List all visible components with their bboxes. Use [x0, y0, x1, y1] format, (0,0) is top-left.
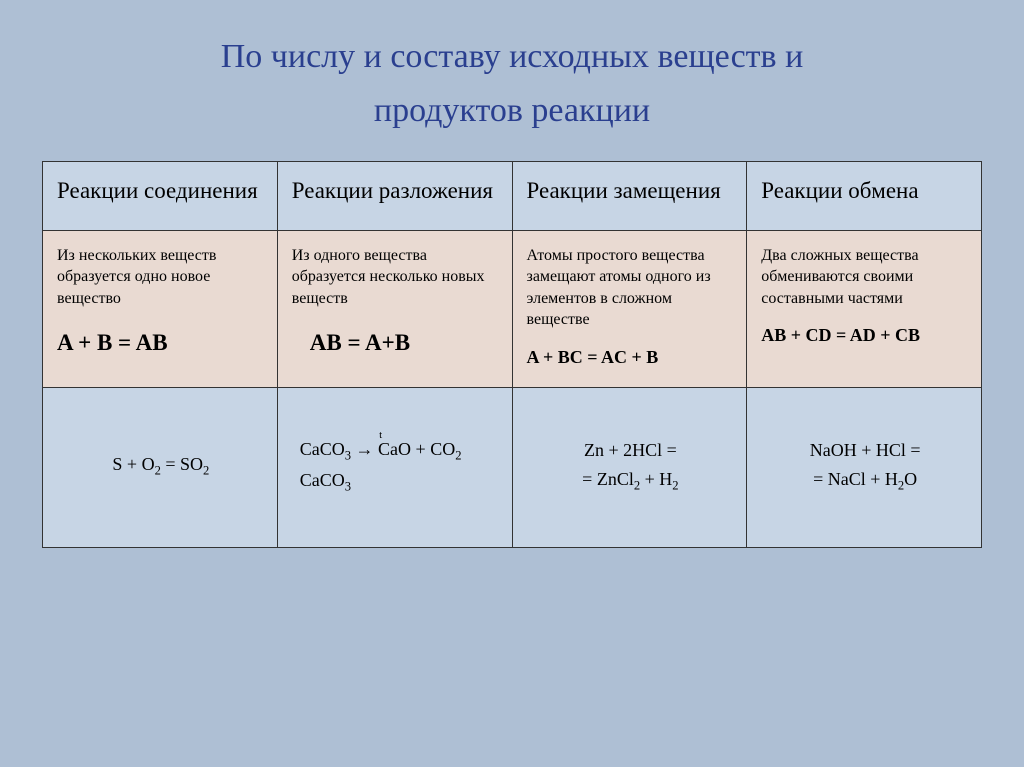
general-formula: AB = A+B — [292, 327, 500, 358]
table-desc-row: Из нескольких веществ образуется одно но… — [43, 230, 982, 388]
title-line2: продуктов реакции — [374, 92, 650, 129]
title-line1: По числу и составу исходных веществ и — [221, 38, 804, 75]
table-example-row: S + O2 = SO2 tCaCO3 → CaO + CO2CaCO3 Zn … — [43, 388, 982, 548]
col-header-zameshcheniya: Реакции замещения — [512, 161, 747, 230]
example-cell: NaOH + HCl == NaCl + H2O — [747, 388, 982, 548]
desc-cell: Из нескольких веществ образуется одно но… — [43, 230, 278, 388]
col-header-obmena: Реакции обмена — [747, 161, 982, 230]
desc-cell: Два сложных вещества обмениваются своими… — [747, 230, 982, 388]
example-cell: Zn + 2HCl == ZnCl2 + H2 — [512, 388, 747, 548]
desc-cell: Из одного вещества образуется несколько … — [277, 230, 512, 388]
desc-text: Из одного вещества образуется несколько … — [292, 247, 485, 307]
desc-text: Атомы простого вещества замещают атомы о… — [527, 247, 711, 329]
page-title: По числу и составу исходных веществ и пр… — [221, 30, 804, 139]
col-header-soedineniya: Реакции соединения — [43, 161, 278, 230]
desc-text: Из нескольких веществ образуется одно но… — [57, 247, 216, 307]
general-formula: A + B = AB — [57, 327, 265, 358]
reactions-table: Реакции соединения Реакции разложения Ре… — [42, 161, 982, 549]
table-header-row: Реакции соединения Реакции разложения Ре… — [43, 161, 982, 230]
general-formula: A + BC = AC + B — [527, 345, 735, 369]
desc-text: Два сложных вещества обмениваются своими… — [761, 247, 918, 307]
example-cell: tCaCO3 → CaO + CO2CaCO3 — [277, 388, 512, 548]
desc-cell: Атомы простого вещества замещают атомы о… — [512, 230, 747, 388]
col-header-razlozheniya: Реакции разложения — [277, 161, 512, 230]
example-cell: S + O2 = SO2 — [43, 388, 278, 548]
general-formula: AB + CD = AD + CB — [761, 323, 969, 347]
